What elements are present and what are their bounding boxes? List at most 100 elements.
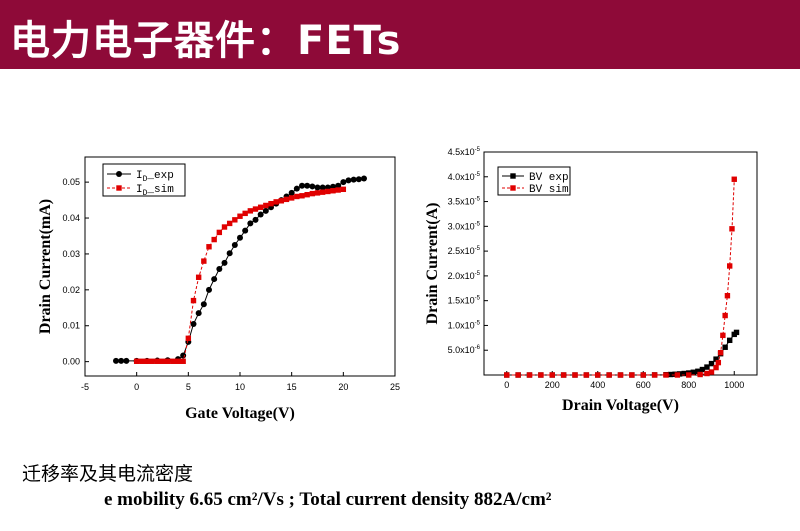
data-point	[304, 191, 310, 198]
data-point	[733, 329, 740, 336]
data-point	[704, 364, 710, 370]
data-point	[221, 224, 228, 230]
y-tick-label: 2.5x10-5	[448, 246, 481, 256]
data-point	[216, 229, 223, 236]
data-point	[722, 344, 728, 350]
data-point	[697, 371, 703, 378]
data-point	[640, 372, 646, 378]
data-point	[242, 210, 248, 217]
data-point	[727, 263, 733, 269]
legend-box	[497, 166, 571, 196]
data-point	[699, 366, 706, 373]
data-point	[247, 220, 254, 227]
x-tick-label: 800	[681, 380, 696, 390]
data-point	[294, 193, 300, 200]
data-point	[185, 335, 192, 342]
caption-mobility-en: e mobility 6.65 cm²/Vs ; Total current d…	[104, 489, 552, 510]
data-point	[278, 198, 285, 204]
data-point	[139, 358, 145, 364]
data-point	[713, 356, 719, 362]
data-point	[549, 372, 555, 378]
data-point	[206, 244, 212, 250]
y-tick-label: 3.5x10-5	[448, 197, 481, 207]
data-point	[231, 241, 238, 248]
data-point	[133, 358, 140, 364]
data-point	[237, 213, 243, 219]
data-point	[629, 372, 635, 378]
data-point	[149, 358, 155, 364]
data-point	[257, 211, 264, 218]
data-point	[144, 358, 150, 364]
data-point	[708, 360, 715, 367]
data-point	[345, 177, 352, 184]
series-bv-exp	[504, 329, 740, 378]
y-tick-label: 5.0x10-6	[448, 345, 481, 355]
x-tick-label: 5	[186, 382, 191, 392]
data-point	[201, 258, 207, 264]
data-point	[123, 357, 130, 364]
x-tick-label: 1000	[724, 380, 744, 390]
x-tick-label: 10	[235, 382, 245, 392]
legend-label: BV sim	[529, 184, 569, 196]
series-line	[506, 179, 735, 376]
data-point	[268, 200, 274, 207]
data-point	[717, 350, 724, 356]
data-point	[304, 182, 311, 189]
x-axis-title: Drain Voltage(V)	[562, 397, 679, 414]
legend-label: ID_sim	[136, 184, 174, 198]
data-point	[722, 312, 728, 319]
y-tick-label: 0.00	[62, 357, 80, 367]
data-point	[595, 372, 601, 378]
y-tick-label: 0.03	[62, 249, 80, 259]
slide-title: 电力电子器件：FETs	[10, 18, 402, 64]
data-point	[355, 176, 362, 183]
data-point	[159, 358, 166, 364]
data-point	[288, 195, 295, 201]
data-point	[309, 183, 316, 190]
x-tick-label: 400	[590, 380, 605, 390]
y-tick-label: 2.0x10-5	[448, 271, 481, 281]
legend-label: BV exp	[529, 172, 569, 184]
data-point	[293, 185, 300, 192]
data-point	[729, 226, 735, 232]
data-point	[299, 182, 305, 189]
data-point	[170, 358, 176, 364]
data-point	[560, 372, 567, 378]
data-point	[681, 370, 687, 377]
data-point	[309, 190, 316, 197]
data-point	[247, 208, 254, 214]
data-point	[118, 357, 125, 364]
data-point	[695, 368, 701, 374]
x-tick-label: 25	[390, 382, 400, 392]
data-point	[731, 176, 737, 182]
data-point	[283, 196, 290, 203]
x-tick-label: 0	[504, 380, 509, 390]
title-bar: 电力电子器件：FETs	[0, 0, 800, 69]
data-point	[175, 358, 181, 364]
data-point	[330, 188, 336, 194]
data-point	[663, 372, 669, 378]
data-point	[180, 358, 186, 364]
data-point	[226, 220, 233, 227]
data-point	[263, 202, 269, 209]
series-bv-sim	[504, 176, 737, 378]
y-tick-label: 0.02	[62, 285, 80, 295]
data-point	[154, 358, 161, 364]
data-point	[273, 199, 279, 205]
data-point	[299, 193, 305, 199]
y-tick-label: 1.0x10-5	[448, 320, 481, 330]
data-point	[232, 217, 238, 223]
y-tick-label: 0.05	[62, 177, 80, 187]
data-point	[674, 372, 681, 378]
data-point	[713, 364, 719, 371]
x-tick-label: 0	[134, 382, 139, 392]
x-tick-label: 15	[287, 382, 297, 392]
data-point	[211, 236, 217, 243]
data-point	[216, 266, 223, 273]
data-point	[704, 370, 710, 377]
data-point	[572, 372, 578, 378]
caption-mobility-cn: 迁移率及其电流密度	[22, 463, 194, 485]
